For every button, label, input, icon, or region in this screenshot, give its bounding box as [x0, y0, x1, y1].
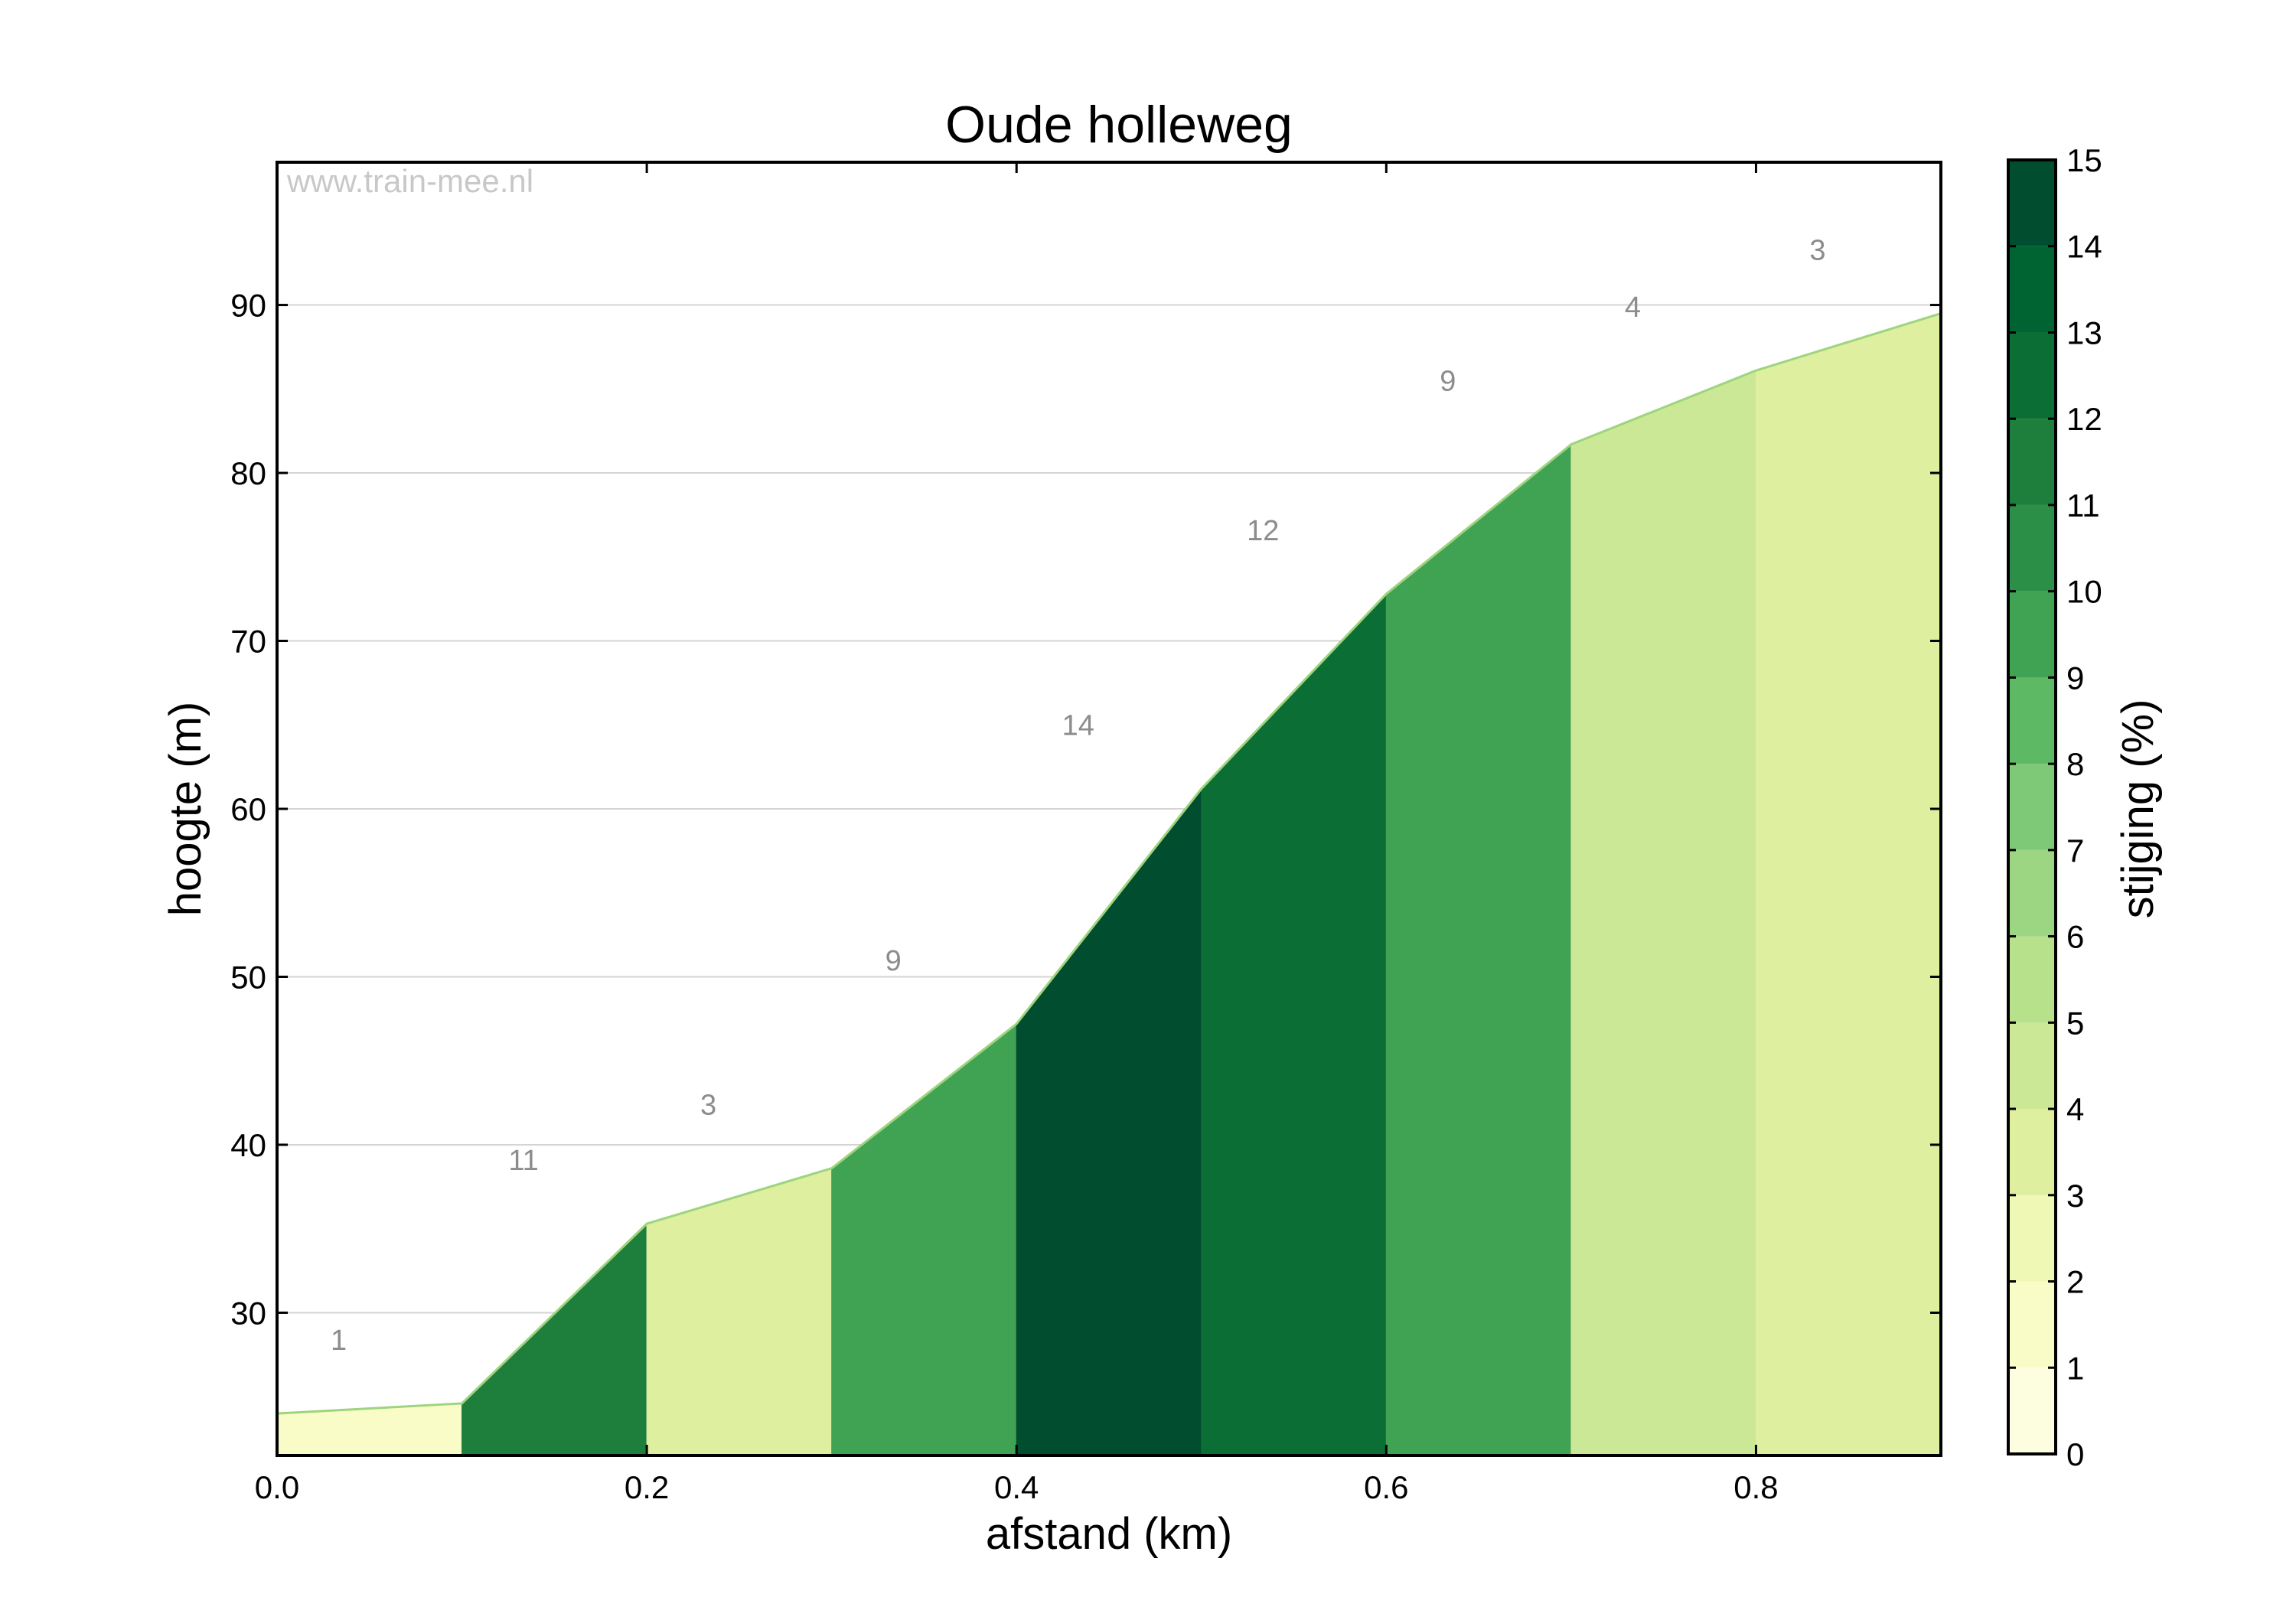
y-tick-label-30: 30 [230, 1295, 266, 1331]
x-tick-label-0.6: 0.6 [1364, 1469, 1408, 1505]
segment-9 [1755, 312, 1942, 1456]
segment-label-7: 9 [1440, 366, 1456, 398]
segment-3 [646, 1168, 833, 1456]
y-tick-label-60: 60 [230, 791, 266, 827]
x-tick-label-0.2: 0.2 [625, 1469, 669, 1505]
y-tick-label-70: 70 [230, 624, 266, 660]
x-tick-label-0.8: 0.8 [1733, 1469, 1778, 1505]
colorbar-label: stijging (%) [2113, 699, 2163, 919]
colorbar-tick-label-15: 15 [2066, 142, 2102, 178]
segment-label-2: 11 [508, 1145, 538, 1177]
elevation-profile-line [276, 312, 1942, 1415]
watermark-text: www.train-mee.nl [286, 163, 533, 199]
segment-label-3: 3 [700, 1090, 716, 1122]
colorbar-tick-label-4: 4 [2066, 1091, 2084, 1127]
colorbar-tick-label-13: 13 [2066, 315, 2102, 350]
colorbar-band-6 [2008, 849, 2056, 937]
segment-label-6: 12 [1247, 515, 1279, 547]
x-axis-label: afstand (km) [986, 1509, 1232, 1559]
colorbar-band-1 [2008, 1281, 2056, 1368]
colorbar-band-2 [2008, 1195, 2056, 1282]
colorbar-tick-label-2: 2 [2066, 1264, 2084, 1300]
colorbar-tick-label-12: 12 [2066, 401, 2102, 437]
colorbar-tick-label-14: 14 [2066, 229, 2102, 265]
colorbar-band-0 [2008, 1367, 2056, 1454]
colorbar-tick-label-1: 1 [2066, 1350, 2084, 1386]
colorbar-band-3 [2008, 1109, 2056, 1195]
colorbar-tick-label-10: 10 [2066, 574, 2102, 610]
segment-8 [1570, 370, 1756, 1456]
y-tick-label-90: 90 [230, 288, 266, 324]
colorbar-tick-label-6: 6 [2066, 919, 2084, 955]
segment-label-5: 14 [1062, 710, 1094, 742]
segment-label-9: 3 [1809, 235, 1825, 267]
colorbar-tick-label-0: 0 [2066, 1436, 2084, 1472]
axis-ticks: 0.0 0.2 0.4 0.6 0.8 30 40 50 60 70 80 90 [230, 162, 1941, 1505]
colorbar-tick-label-5: 5 [2066, 1005, 2084, 1041]
colorbar-band-5 [2008, 936, 2056, 1023]
colorbar-band-13 [2008, 246, 2056, 333]
segment-2 [461, 1222, 647, 1456]
gradient-segments [276, 312, 1942, 1456]
segment-label-4: 9 [885, 945, 902, 977]
colorbar-frame [2007, 158, 2057, 1455]
y-tick-label-50: 50 [230, 959, 266, 995]
colorbar-tick-label-8: 8 [2066, 746, 2084, 782]
segment-label-8: 4 [1625, 292, 1641, 324]
segment-6 [1201, 592, 1387, 1456]
colorbar-band-11 [2008, 419, 2056, 505]
y-tick-label-40: 40 [230, 1127, 266, 1163]
chart-title: Oude holleweg [945, 96, 1293, 154]
segment-5 [1016, 787, 1202, 1456]
segment-4 [831, 1022, 1017, 1456]
segment-7 [1385, 443, 1572, 1456]
segment-label-1: 1 [331, 1325, 347, 1357]
x-tick-label-0.0: 0.0 [255, 1469, 299, 1505]
y-axis-label: hoogte (m) [161, 702, 210, 916]
y-tick-label-80: 80 [230, 455, 266, 491]
colorbar-tick-label-11: 11 [2066, 487, 2100, 523]
colorbar-tick-label-3: 3 [2066, 1178, 2084, 1214]
colorbar-tick-label-9: 9 [2066, 660, 2084, 696]
colorbar-band-10 [2008, 504, 2056, 592]
colorbar-band-9 [2008, 591, 2056, 678]
colorbar-band-12 [2008, 332, 2056, 419]
colorbar-tick-label-7: 7 [2066, 833, 2084, 869]
colorbar-band-4 [2008, 1022, 2056, 1110]
colorbar-band-14 [2008, 160, 2056, 246]
colorbar-band-7 [2008, 764, 2056, 850]
colorbar-band-8 [2008, 677, 2056, 764]
x-tick-label-0.4: 0.4 [994, 1469, 1039, 1505]
